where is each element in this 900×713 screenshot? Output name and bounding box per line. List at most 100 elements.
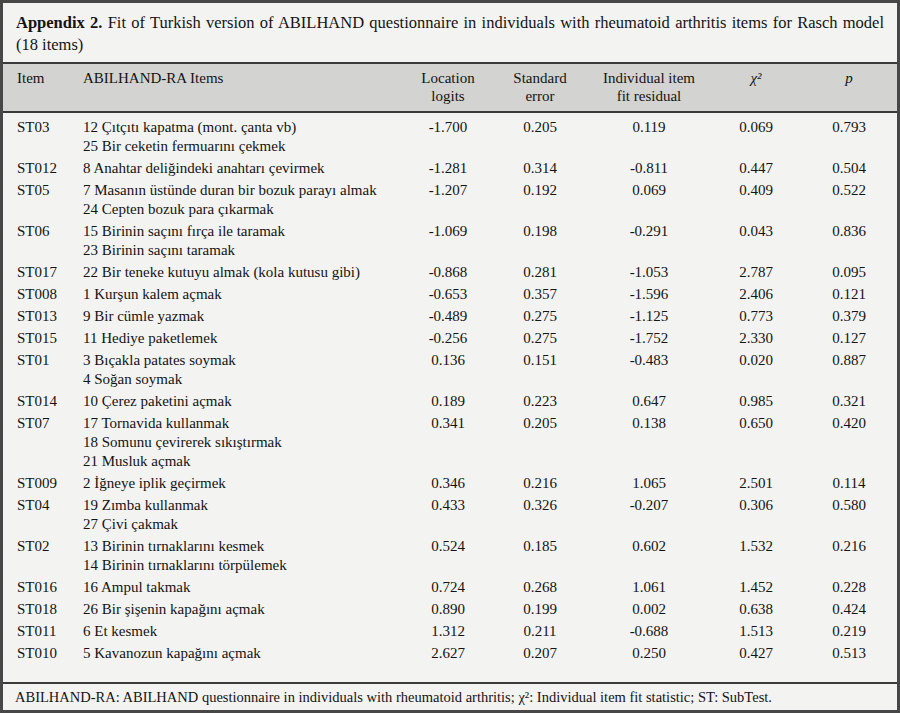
p-cell: 0.127	[801, 327, 897, 349]
fit-residual-cell: 0.250	[587, 642, 711, 664]
item-text-cell: 11 Hediye paketlemek	[73, 327, 403, 349]
fit-residual-cell: 0.602	[587, 535, 711, 576]
standard-error-cell: 0.151	[493, 349, 587, 390]
table-row: ST0139 Bir cümle yazmak-0.4890.275-1.125…	[3, 305, 897, 327]
item-id-cell: ST017	[3, 261, 73, 283]
p-cell: 0.522	[801, 179, 897, 220]
location-cell: -1.207	[403, 179, 493, 220]
chi-square-cell: 0.306	[711, 494, 801, 535]
item-text-cell: 16 Ampul takmak	[73, 576, 403, 598]
item-text-cell: 13 Birinin tırnaklarını kesmek 14 Birini…	[73, 535, 403, 576]
chi-square-cell: 0.985	[711, 390, 801, 412]
fit-residual-cell: -0.207	[587, 494, 711, 535]
item-id-cell: ST02	[3, 535, 73, 576]
column-header-p: p	[801, 63, 897, 112]
item-text-cell: 9 Bir cümle yazmak	[73, 305, 403, 327]
item-text-cell: 8 Anahtar deliğindeki anahtarı çevirmek	[73, 157, 403, 179]
table-row: ST0312 Çıtçıtı kapatma (mont. çanta vb) …	[3, 112, 897, 157]
column-header-chi-square: χ²	[711, 63, 801, 112]
fit-residual-cell: 0.647	[587, 390, 711, 412]
p-cell: 0.504	[801, 157, 897, 179]
column-header-fit-residual: Individual item fit residual	[587, 63, 711, 112]
fit-residual-cell: -1.596	[587, 283, 711, 305]
item-text-cell: 5 Kavanozun kapağını açmak	[73, 642, 403, 664]
location-cell: 2.627	[403, 642, 493, 664]
p-cell: 0.424	[801, 598, 897, 620]
chi-square-cell: 1.452	[711, 576, 801, 598]
chi-square-cell: 0.020	[711, 349, 801, 390]
fit-residual-cell: -0.688	[587, 620, 711, 642]
chi-square-cell: 0.043	[711, 220, 801, 261]
appendix-table-panel: Appendix 2. Fit of Turkish version of AB…	[0, 0, 900, 713]
p-cell: 0.121	[801, 283, 897, 305]
table-row: ST01511 Hediye paketlemek-0.2560.275-1.7…	[3, 327, 897, 349]
location-cell: 0.189	[403, 390, 493, 412]
p-cell: 0.887	[801, 349, 897, 390]
table-row: ST0116 Et kesmek1.3120.211-0.6881.5130.2…	[3, 620, 897, 642]
column-header-items: ABILHAND-RA Items	[73, 63, 403, 112]
location-cell: -0.653	[403, 283, 493, 305]
p-cell: 0.228	[801, 576, 897, 598]
item-id-cell: ST018	[3, 598, 73, 620]
table-row: ST057 Masanın üstünde duran bir bozuk pa…	[3, 179, 897, 220]
location-cell: 0.341	[403, 412, 493, 472]
p-cell: 0.793	[801, 112, 897, 157]
location-cell: -0.256	[403, 327, 493, 349]
fit-residual-cell: 0.002	[587, 598, 711, 620]
standard-error-cell: 0.205	[493, 412, 587, 472]
chi-square-cell: 0.773	[711, 305, 801, 327]
fit-statistics-table: Item ABILHAND-RA Items Location logits S…	[3, 62, 897, 664]
location-cell: -1.069	[403, 220, 493, 261]
item-text-cell: 22 Bir teneke kutuyu almak (kola kutusu …	[73, 261, 403, 283]
chi-square-cell: 0.409	[711, 179, 801, 220]
standard-error-cell: 0.211	[493, 620, 587, 642]
item-id-cell: ST013	[3, 305, 73, 327]
p-cell: 0.321	[801, 390, 897, 412]
item-id-cell: ST03	[3, 112, 73, 157]
chi-square-cell: 0.447	[711, 157, 801, 179]
p-cell: 0.513	[801, 642, 897, 664]
header-row: Item ABILHAND-RA Items Location logits S…	[3, 63, 897, 112]
item-text-cell: 3 Bıçakla patates soymak 4 Soğan soymak	[73, 349, 403, 390]
table-row: ST0081 Kurşun kalem açmak-0.6530.357-1.5…	[3, 283, 897, 305]
standard-error-cell: 0.275	[493, 305, 587, 327]
column-header-standard-error: Standard error	[493, 63, 587, 112]
location-cell: 0.524	[403, 535, 493, 576]
fit-residual-cell: -0.483	[587, 349, 711, 390]
chi-square-cell: 2.330	[711, 327, 801, 349]
chi-square-cell: 1.513	[711, 620, 801, 642]
p-cell: 0.114	[801, 472, 897, 494]
caption-text: Fit of Turkish version of ABILHAND quest…	[16, 13, 884, 54]
item-text-cell: 6 Et kesmek	[73, 620, 403, 642]
item-id-cell: ST011	[3, 620, 73, 642]
item-text-cell: 17 Tornavida kullanmak 18 Somunu çevirer…	[73, 412, 403, 472]
standard-error-cell: 0.185	[493, 535, 587, 576]
item-id-cell: ST07	[3, 412, 73, 472]
table-footnote: ABILHAND-RA: ABILHAND questionnaire in i…	[3, 682, 897, 710]
chi-square-cell: 2.501	[711, 472, 801, 494]
item-id-cell: ST012	[3, 157, 73, 179]
table-row: ST01616 Ampul takmak0.7240.2681.0611.452…	[3, 576, 897, 598]
table-body: ST0312 Çıtçıtı kapatma (mont. çanta vb) …	[3, 112, 897, 664]
location-cell: 1.312	[403, 620, 493, 642]
table-row: ST0092 İğneye iplik geçirmek0.3460.2161.…	[3, 472, 897, 494]
location-cell: 0.724	[403, 576, 493, 598]
item-text-cell: 12 Çıtçıtı kapatma (mont. çanta vb) 25 B…	[73, 112, 403, 157]
table-row: ST01410 Çerez paketini açmak0.1890.2230.…	[3, 390, 897, 412]
p-cell: 0.379	[801, 305, 897, 327]
item-id-cell: ST015	[3, 327, 73, 349]
standard-error-cell: 0.192	[493, 179, 587, 220]
standard-error-cell: 0.281	[493, 261, 587, 283]
item-id-cell: ST06	[3, 220, 73, 261]
table-row: ST013 Bıçakla patates soymak 4 Soğan soy…	[3, 349, 897, 390]
standard-error-cell: 0.223	[493, 390, 587, 412]
item-text-cell: 7 Masanın üstünde duran bir bozuk parayı…	[73, 179, 403, 220]
standard-error-cell: 0.207	[493, 642, 587, 664]
item-text-cell: 2 İğneye iplik geçirmek	[73, 472, 403, 494]
fit-residual-cell: 0.138	[587, 412, 711, 472]
fit-residual-cell: 0.119	[587, 112, 711, 157]
item-id-cell: ST01	[3, 349, 73, 390]
caption-label: Appendix 2.	[16, 13, 102, 32]
standard-error-cell: 0.205	[493, 112, 587, 157]
item-id-cell: ST009	[3, 472, 73, 494]
